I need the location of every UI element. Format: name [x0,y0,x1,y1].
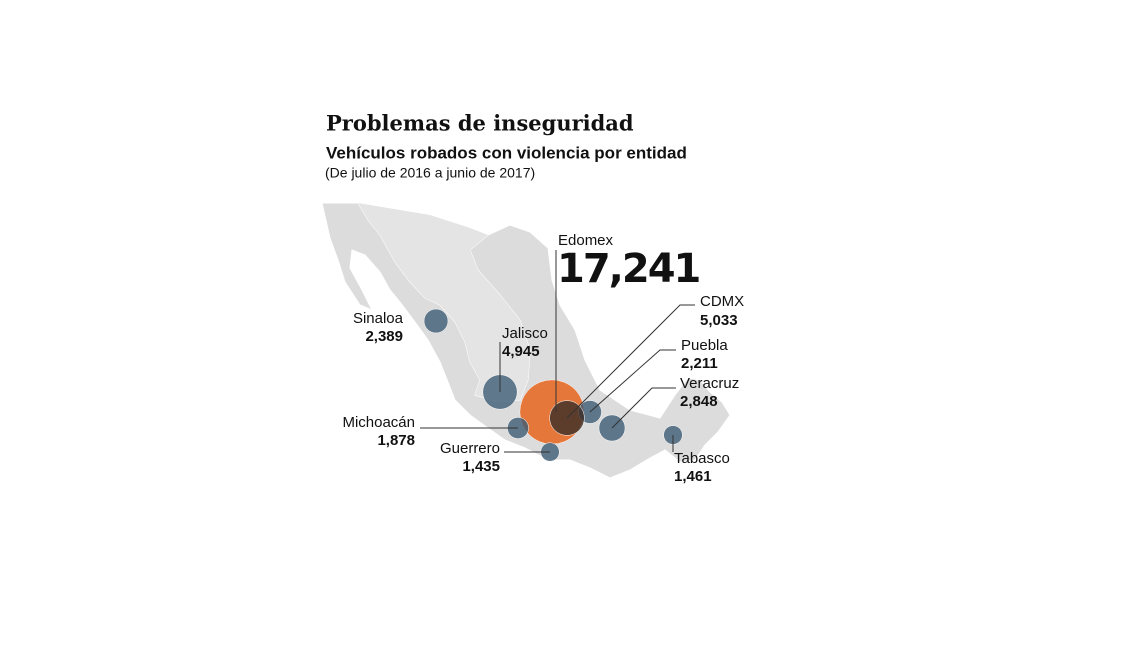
subtitle: Vehículos robados con violencia por enti… [326,143,687,162]
state-name: Veracruz [680,375,739,392]
state-name: Tabasco [674,450,730,467]
value-label: 17,241 [557,246,700,292]
mexico-map-ne [358,203,530,402]
state-name: Jalisco [502,325,548,342]
value-label: 5,033 [700,312,738,329]
leader-line [566,304,695,419]
value-label: 2,848 [680,393,718,410]
state-name: Sinaloa [353,310,404,327]
state-name: Guerrero [440,440,500,457]
leader-line [611,387,676,429]
leader-line [589,349,676,413]
state-name: Michoacán [342,414,415,431]
state-name: CDMX [700,293,744,310]
note: (De julio de 2016 a junio de 2017) [325,165,535,181]
title: Problemas de inseguridad [326,111,634,136]
mexico-map [321,202,731,479]
value-label: 2,211 [681,355,718,372]
value-label: 1,461 [674,468,712,485]
value-label: 1,878 [377,432,415,449]
value-label: 2,389 [365,328,403,345]
state-name: Edomex [558,232,614,249]
state-name: Puebla [681,337,728,354]
bubble [423,308,449,334]
value-label: 1,435 [462,458,500,475]
value-label: 4,945 [502,343,540,360]
